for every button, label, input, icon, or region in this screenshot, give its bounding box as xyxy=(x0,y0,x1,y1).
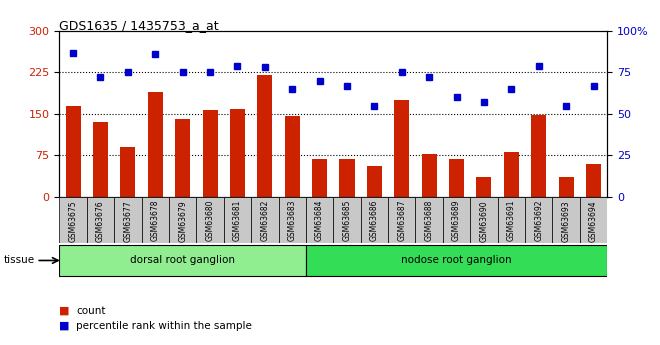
Bar xyxy=(394,100,409,197)
Bar xyxy=(251,197,279,243)
Text: GSM63691: GSM63691 xyxy=(507,200,516,242)
Text: GSM63681: GSM63681 xyxy=(233,200,242,241)
Bar xyxy=(306,197,333,243)
Bar xyxy=(333,197,360,243)
Text: GSM63679: GSM63679 xyxy=(178,200,187,242)
Text: dorsal root ganglion: dorsal root ganglion xyxy=(130,256,235,265)
Text: GSM63685: GSM63685 xyxy=(343,200,352,242)
Bar xyxy=(422,154,437,197)
Text: GSM63690: GSM63690 xyxy=(479,200,488,242)
Text: GDS1635 / 1435753_a_at: GDS1635 / 1435753_a_at xyxy=(59,19,219,32)
Text: GSM63676: GSM63676 xyxy=(96,200,105,242)
Text: GSM63693: GSM63693 xyxy=(562,200,571,242)
Bar xyxy=(120,147,135,197)
Bar xyxy=(230,109,245,197)
Bar xyxy=(224,197,251,243)
Text: tissue: tissue xyxy=(3,256,34,265)
Text: GSM63678: GSM63678 xyxy=(150,200,160,242)
Text: GSM63688: GSM63688 xyxy=(424,200,434,241)
Text: GSM63692: GSM63692 xyxy=(534,200,543,242)
Text: ■: ■ xyxy=(59,306,70,315)
Bar xyxy=(558,177,574,197)
Text: GSM63675: GSM63675 xyxy=(69,200,78,242)
Text: GSM63683: GSM63683 xyxy=(288,200,297,242)
Bar xyxy=(477,177,492,197)
Bar xyxy=(175,119,190,197)
Text: count: count xyxy=(76,306,106,315)
Bar xyxy=(141,197,169,243)
Bar xyxy=(339,159,354,197)
Text: GSM63682: GSM63682 xyxy=(260,200,269,241)
Text: ■: ■ xyxy=(59,321,70,331)
Bar xyxy=(504,152,519,197)
Bar xyxy=(203,110,218,197)
Text: GSM63687: GSM63687 xyxy=(397,200,407,242)
Text: GSM63677: GSM63677 xyxy=(123,200,133,242)
Bar xyxy=(361,197,388,243)
Text: GSM63684: GSM63684 xyxy=(315,200,324,242)
Bar xyxy=(531,115,546,197)
Bar xyxy=(257,75,273,197)
Bar xyxy=(388,197,416,243)
Text: GSM63694: GSM63694 xyxy=(589,200,598,242)
Bar xyxy=(279,197,306,243)
Bar xyxy=(449,159,464,197)
Text: percentile rank within the sample: percentile rank within the sample xyxy=(76,321,251,331)
Bar xyxy=(367,166,382,197)
Bar xyxy=(586,164,601,197)
Bar xyxy=(470,197,498,243)
Text: nodose root ganglion: nodose root ganglion xyxy=(401,256,512,265)
Bar xyxy=(197,197,224,243)
Bar xyxy=(86,197,114,243)
Bar xyxy=(59,245,306,276)
Bar xyxy=(552,197,579,243)
Bar xyxy=(306,245,607,276)
Bar xyxy=(93,122,108,197)
Bar xyxy=(169,197,197,243)
Bar xyxy=(525,197,552,243)
Bar xyxy=(443,197,470,243)
Bar xyxy=(416,197,443,243)
Bar xyxy=(59,197,86,243)
Bar xyxy=(312,159,327,197)
Bar xyxy=(498,197,525,243)
Bar xyxy=(65,106,81,197)
Text: GSM63680: GSM63680 xyxy=(205,200,214,242)
Bar xyxy=(284,116,300,197)
Bar xyxy=(580,197,607,243)
Bar xyxy=(148,92,163,197)
Text: GSM63686: GSM63686 xyxy=(370,200,379,242)
Text: GSM63689: GSM63689 xyxy=(452,200,461,242)
Bar xyxy=(114,197,141,243)
